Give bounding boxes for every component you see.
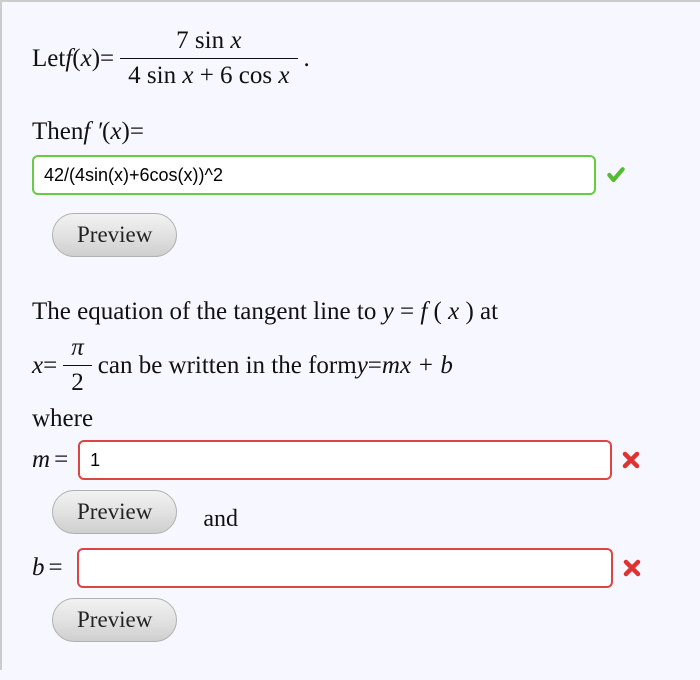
derivative-input[interactable] xyxy=(32,155,596,195)
tangent-line-text-2: x = π 2 can be written in the form y = m… xyxy=(32,333,680,398)
equals-sign: = xyxy=(100,44,114,74)
m-input[interactable] xyxy=(78,440,612,480)
x-var-2: x xyxy=(110,117,121,147)
eq-text: = xyxy=(400,298,420,325)
then-text: Then xyxy=(32,117,83,147)
pi-num: π xyxy=(63,333,92,365)
let-text: Let xyxy=(32,44,65,74)
fraction-numerator: 7 sin x xyxy=(168,26,249,58)
x-eq: x xyxy=(32,351,43,381)
b-label: b xyxy=(32,554,45,582)
b-input-row: b = xyxy=(32,548,680,588)
m-label: m xyxy=(32,446,50,474)
cross-icon-b xyxy=(623,559,641,577)
two-den: 2 xyxy=(63,365,92,398)
paren-close-3: ) xyxy=(465,298,473,325)
x-var-3: x xyxy=(448,298,459,325)
y-var: y xyxy=(383,298,394,325)
paren-close: ) xyxy=(92,44,100,74)
pi-over-2: π 2 xyxy=(63,333,92,398)
paren-open: ( xyxy=(72,44,80,74)
preview-button-1[interactable]: Preview xyxy=(52,213,177,257)
can-be-text: can be written in the form xyxy=(98,351,357,381)
derivative-prompt: Then f ′ ( x ) = xyxy=(32,117,680,147)
preview-button-2[interactable]: Preview xyxy=(52,490,177,534)
where-line: where xyxy=(32,404,680,434)
f-symbol-2: f xyxy=(420,298,427,325)
b-input[interactable] xyxy=(77,548,613,588)
derivative-input-row xyxy=(32,155,680,195)
problem-container: Let f ( x ) = 7 sin x 4 sin x + 6 cos x … xyxy=(2,2,700,680)
y-var-2: y xyxy=(357,351,368,381)
at-text: at xyxy=(480,298,498,325)
where-text: where xyxy=(32,404,93,434)
paren-open-3: ( xyxy=(434,298,442,325)
cross-icon-m xyxy=(622,451,640,469)
paren-close-2: ) xyxy=(121,117,129,147)
equals-sign-2: = xyxy=(130,117,144,147)
tangent-prefix: The equation of the tangent line to xyxy=(32,298,383,325)
f-symbol: f xyxy=(65,44,72,74)
check-icon xyxy=(606,165,626,185)
x-var: x xyxy=(81,44,92,74)
fraction-denominator: 4 sin x + 6 cos x xyxy=(120,58,297,91)
equation-definition: Let f ( x ) = 7 sin x 4 sin x + 6 cos x … xyxy=(32,26,680,91)
fprime-symbol: f ′ xyxy=(83,117,102,147)
preview-and-row: Preview and xyxy=(32,484,680,554)
period: . xyxy=(304,44,310,74)
tangent-line-text-1: The equation of the tangent line to y = … xyxy=(32,297,680,327)
mxb-text: mx + b xyxy=(382,351,453,381)
m-input-row: m = xyxy=(32,440,680,480)
and-text: and xyxy=(203,506,238,533)
preview-button-3[interactable]: Preview xyxy=(52,598,177,642)
fraction: 7 sin x 4 sin x + 6 cos x xyxy=(120,26,297,91)
